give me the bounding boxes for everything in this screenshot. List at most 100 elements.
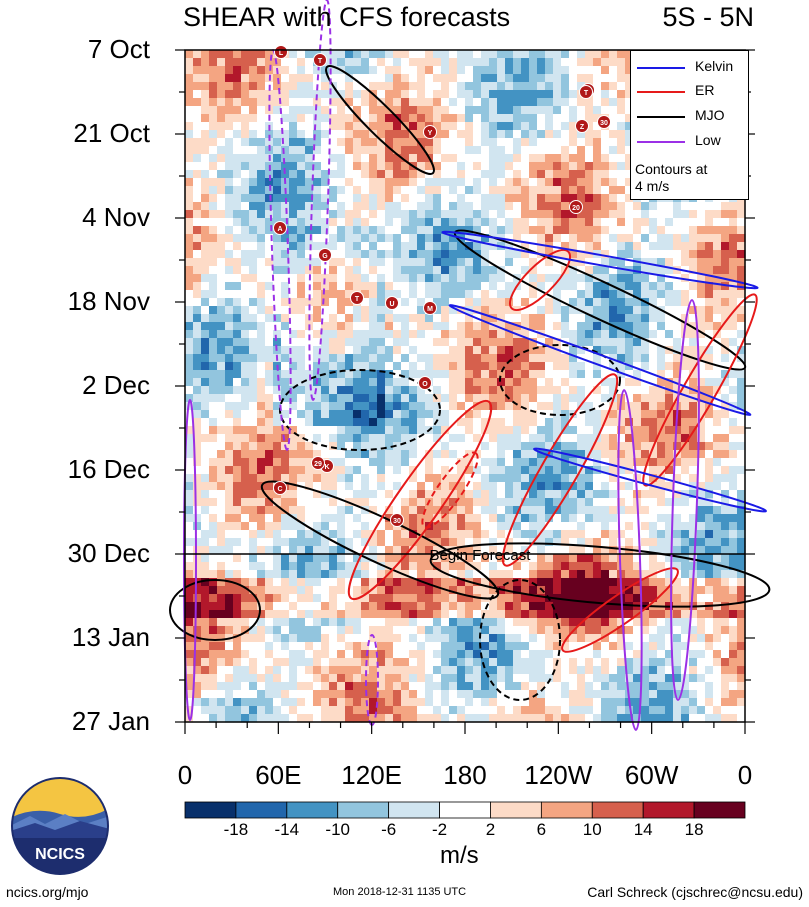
heatmap-cell <box>361 210 370 219</box>
heatmap-cell <box>577 362 586 371</box>
heatmap-cell <box>241 410 250 419</box>
heatmap-cell <box>249 122 258 131</box>
heatmap-cell <box>233 178 242 187</box>
heatmap-cell <box>593 562 602 571</box>
heatmap-cell <box>457 498 466 507</box>
heatmap-cell <box>625 458 634 467</box>
heatmap-cell <box>225 130 234 139</box>
heatmap-cell <box>385 74 394 83</box>
heatmap-cell <box>433 514 442 523</box>
heatmap-cell <box>521 474 530 483</box>
heatmap-cell <box>345 186 354 195</box>
heatmap-cell <box>417 298 426 307</box>
heatmap-cell <box>249 306 258 315</box>
heatmap-cell <box>697 410 706 419</box>
heatmap-cell <box>297 546 306 555</box>
heatmap-cell <box>585 114 594 123</box>
heatmap-cell <box>609 338 618 347</box>
heatmap-cell <box>225 314 234 323</box>
heatmap-cell <box>545 426 554 435</box>
heatmap-cell <box>201 522 210 531</box>
heatmap-cell <box>529 186 538 195</box>
heatmap-cell <box>337 210 346 219</box>
heatmap-cell <box>297 242 306 251</box>
heatmap-cell <box>577 74 586 83</box>
heatmap-cell <box>217 562 226 571</box>
heatmap-cell <box>609 146 618 155</box>
heatmap-cell <box>401 354 410 363</box>
heatmap-cell <box>225 234 234 243</box>
heatmap-cell <box>609 314 618 323</box>
heatmap-cell <box>417 434 426 443</box>
heatmap-cell <box>209 586 218 595</box>
heatmap-cell <box>513 506 522 515</box>
heatmap-cell <box>313 242 322 251</box>
heatmap-cell <box>337 346 346 355</box>
heatmap-cell <box>313 402 322 411</box>
heatmap-cell <box>497 570 506 579</box>
heatmap-cell <box>265 562 274 571</box>
heatmap-cell <box>553 146 562 155</box>
heatmap-cell <box>569 490 578 499</box>
heatmap-cell <box>345 554 354 563</box>
heatmap-cell <box>345 178 354 187</box>
heatmap-cell <box>233 442 242 451</box>
heatmap-cell <box>369 138 378 147</box>
heatmap-cell <box>289 194 298 203</box>
heatmap-cell <box>289 506 298 515</box>
heatmap-cell <box>729 482 738 491</box>
heatmap-cell <box>457 98 466 107</box>
heatmap-cell <box>593 554 602 563</box>
heatmap-cell <box>681 474 690 483</box>
heatmap-cell <box>553 586 562 595</box>
heatmap-cell <box>369 218 378 227</box>
heatmap-cell <box>729 506 738 515</box>
heatmap-cell <box>321 234 330 243</box>
heatmap-cell <box>465 234 474 243</box>
heatmap-cell <box>449 434 458 443</box>
heatmap-cell <box>649 258 658 267</box>
heatmap-cell <box>217 130 226 139</box>
heatmap-cell <box>689 330 698 339</box>
heatmap-cell <box>329 506 338 515</box>
heatmap-cell <box>369 322 378 331</box>
heatmap-cell <box>697 498 706 507</box>
heatmap-cell <box>241 618 250 627</box>
heatmap-cell <box>329 442 338 451</box>
heatmap-cell <box>185 506 194 515</box>
heatmap-cell <box>689 594 698 603</box>
heatmap-cell <box>369 122 378 131</box>
heatmap-cell <box>449 378 458 387</box>
heatmap-cell <box>265 530 274 539</box>
heatmap-cell <box>593 266 602 275</box>
heatmap-cell <box>385 186 394 195</box>
heatmap-cell <box>505 466 514 475</box>
heatmap-cell <box>225 330 234 339</box>
heatmap-cell <box>465 122 474 131</box>
heatmap-cell <box>545 378 554 387</box>
heatmap-cell <box>361 274 370 283</box>
heatmap-cell <box>529 58 538 67</box>
heatmap-cell <box>249 178 258 187</box>
heatmap-cell <box>625 594 634 603</box>
heatmap-cell <box>305 578 314 587</box>
heatmap-cell <box>185 442 194 451</box>
heatmap-cell <box>385 154 394 163</box>
heatmap-cell <box>377 618 386 627</box>
heatmap-cell <box>233 546 242 555</box>
heatmap-cell <box>401 538 410 547</box>
heatmap-cell <box>297 98 306 107</box>
heatmap-cell <box>337 146 346 155</box>
heatmap-cell <box>473 434 482 443</box>
heatmap-cell <box>449 178 458 187</box>
heatmap-cell <box>281 234 290 243</box>
heatmap-cell <box>497 170 506 179</box>
heatmap-cell <box>449 98 458 107</box>
heatmap-cell <box>473 194 482 203</box>
heatmap-cell <box>329 458 338 467</box>
heatmap-cell <box>537 282 546 291</box>
heatmap-cell <box>537 410 546 419</box>
heatmap-cell <box>329 482 338 491</box>
heatmap-cell <box>697 250 706 259</box>
heatmap-cell <box>225 346 234 355</box>
